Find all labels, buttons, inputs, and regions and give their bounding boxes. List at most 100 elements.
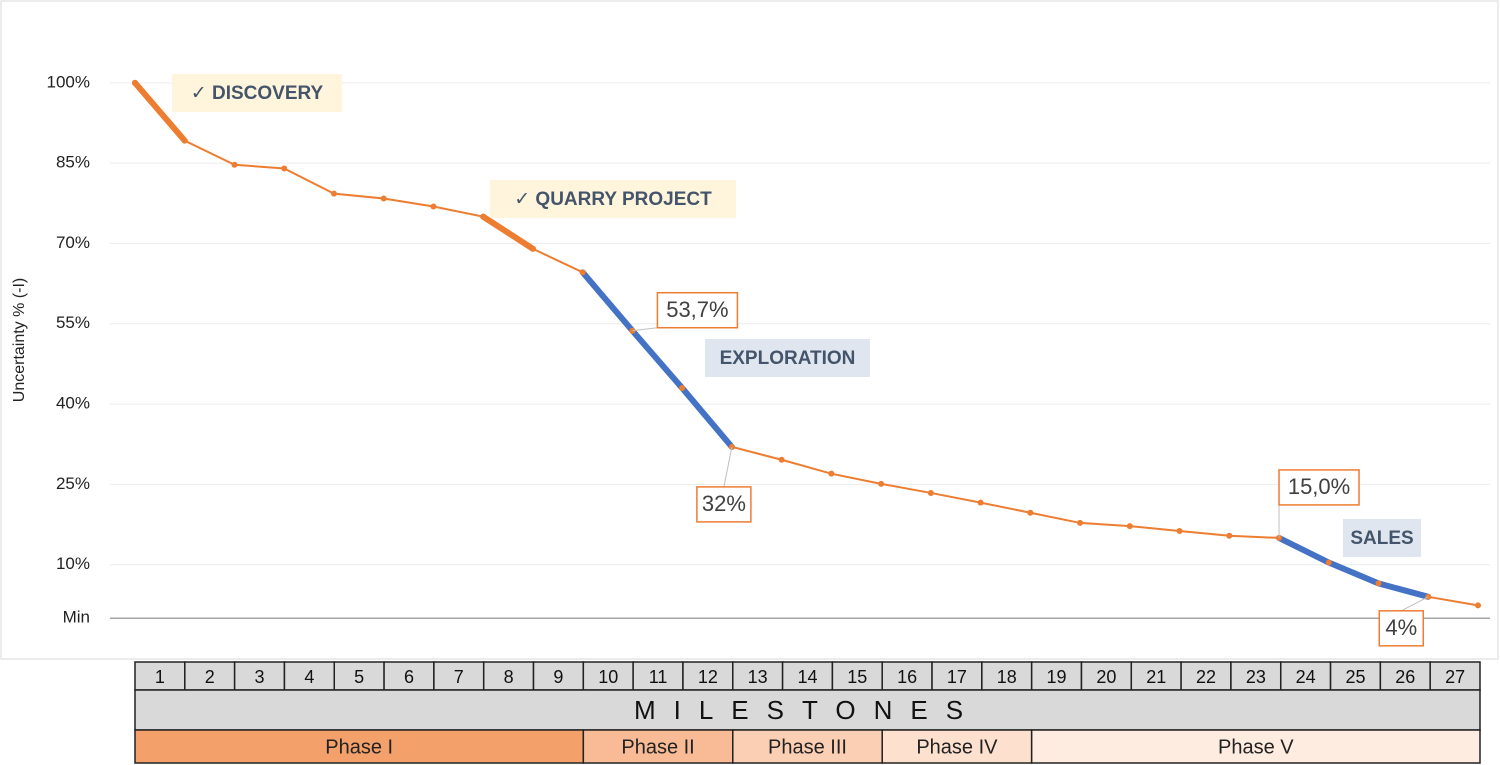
segment xyxy=(480,213,536,252)
point xyxy=(132,79,138,86)
milestone-label: 2 xyxy=(205,667,215,687)
milestone-cell xyxy=(134,661,186,691)
milestone-label: 11 xyxy=(649,667,668,687)
milestone-cell xyxy=(831,661,883,691)
milestones-title: MILESTONES xyxy=(634,695,981,725)
data-label-box xyxy=(1278,469,1360,506)
annotation: ✓ DISCOVERY xyxy=(191,83,324,104)
milestone-cell xyxy=(931,661,983,691)
annotation: EXPLORATION xyxy=(720,348,856,369)
milestone-label: 24 xyxy=(1296,667,1316,687)
milestone-label: 14 xyxy=(797,667,817,687)
data-label-box xyxy=(696,486,752,523)
milestone-label: 27 xyxy=(1445,667,1465,687)
data-label: 4% xyxy=(1385,615,1417,640)
milestone-label: 16 xyxy=(897,667,917,687)
y-tick-label: 70% xyxy=(56,233,90,252)
point xyxy=(1126,523,1133,530)
phase-cell xyxy=(1030,729,1481,764)
point xyxy=(380,195,387,202)
milestone-label: 12 xyxy=(698,667,718,687)
y-tick-label: 10% xyxy=(56,554,90,573)
data-label: 32% xyxy=(702,491,746,516)
point xyxy=(480,213,487,220)
milestone-label: 5 xyxy=(354,667,364,687)
milestone-cell xyxy=(1230,661,1282,691)
point xyxy=(679,385,686,392)
y-axis-label: Uncertainty % (-I) xyxy=(11,278,28,402)
data-label-box xyxy=(1378,610,1425,647)
milestone-label: 6 xyxy=(404,667,414,687)
point xyxy=(927,489,934,496)
annotation: ✓ QUARRY PROJECT xyxy=(514,189,712,210)
milestone-cell xyxy=(184,661,236,691)
milestone-cell xyxy=(1130,661,1182,691)
milestone-label: 18 xyxy=(997,667,1017,687)
y-tick-label: Min xyxy=(63,608,90,627)
milestone-cell xyxy=(333,661,385,691)
point xyxy=(878,480,885,487)
milestone-cell xyxy=(881,661,933,691)
milestone-cell xyxy=(1030,661,1083,691)
phase-label: Phase II xyxy=(621,736,694,758)
milestone-label: 9 xyxy=(553,667,563,687)
milestone-label: 17 xyxy=(947,667,967,687)
line xyxy=(134,82,1479,607)
milestone-label: 23 xyxy=(1246,667,1266,687)
y-tick-label: 100% xyxy=(47,72,90,91)
milestone-label: 25 xyxy=(1345,667,1365,687)
milestone-label: 1 xyxy=(155,667,165,687)
milestone-label: 13 xyxy=(748,667,768,687)
annotation: SALES xyxy=(1350,528,1413,549)
milestone-label: 26 xyxy=(1395,667,1415,687)
point xyxy=(778,456,785,463)
point xyxy=(977,499,984,506)
point xyxy=(1027,509,1034,516)
milestone-label: 22 xyxy=(1196,667,1216,687)
milestone-label: 15 xyxy=(847,667,867,687)
annotation-box xyxy=(172,74,342,112)
leader-line xyxy=(632,327,658,332)
milestone-cell xyxy=(1279,661,1332,691)
annotation-box xyxy=(490,180,736,218)
data-label-box xyxy=(656,291,739,329)
point xyxy=(828,470,835,477)
point xyxy=(1226,532,1233,539)
y-tick-label: 85% xyxy=(56,153,90,172)
leader-line xyxy=(723,446,733,488)
data-label: 53,7% xyxy=(666,297,728,322)
milestone-label: 20 xyxy=(1096,667,1116,687)
segment xyxy=(1276,534,1432,600)
annotation-box xyxy=(1343,519,1421,557)
point xyxy=(281,165,288,172)
point xyxy=(330,190,337,197)
y-tick-label: 55% xyxy=(56,313,90,332)
point xyxy=(1077,519,1084,526)
data-label: 15,0% xyxy=(1288,474,1350,499)
point xyxy=(529,245,536,252)
annotation-box xyxy=(705,339,870,377)
milestone-cell xyxy=(1329,661,1382,691)
phase-label: Phase III xyxy=(768,736,847,758)
leader-line xyxy=(1401,596,1429,612)
milestone-label: 10 xyxy=(598,667,618,687)
point xyxy=(1176,527,1183,534)
segment xyxy=(579,269,735,450)
point xyxy=(1475,602,1481,609)
milestone-label: 7 xyxy=(454,667,464,687)
point xyxy=(430,203,437,210)
milestone-label: 8 xyxy=(504,667,514,687)
milestones-title-cell xyxy=(134,689,1481,731)
phase-label: Phase I xyxy=(325,736,393,758)
point xyxy=(1375,580,1382,587)
point xyxy=(181,137,188,144)
point xyxy=(231,161,238,168)
phase-label: Phase IV xyxy=(916,736,998,758)
milestone-label: 3 xyxy=(255,667,265,687)
milestone-label: 19 xyxy=(1047,667,1067,687)
segment xyxy=(132,79,188,144)
point xyxy=(1325,559,1332,566)
point xyxy=(579,269,586,276)
